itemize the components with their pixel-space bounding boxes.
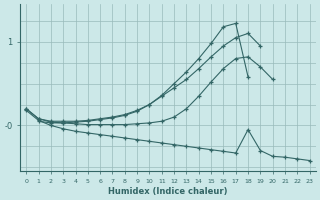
X-axis label: Humidex (Indice chaleur): Humidex (Indice chaleur) (108, 187, 228, 196)
